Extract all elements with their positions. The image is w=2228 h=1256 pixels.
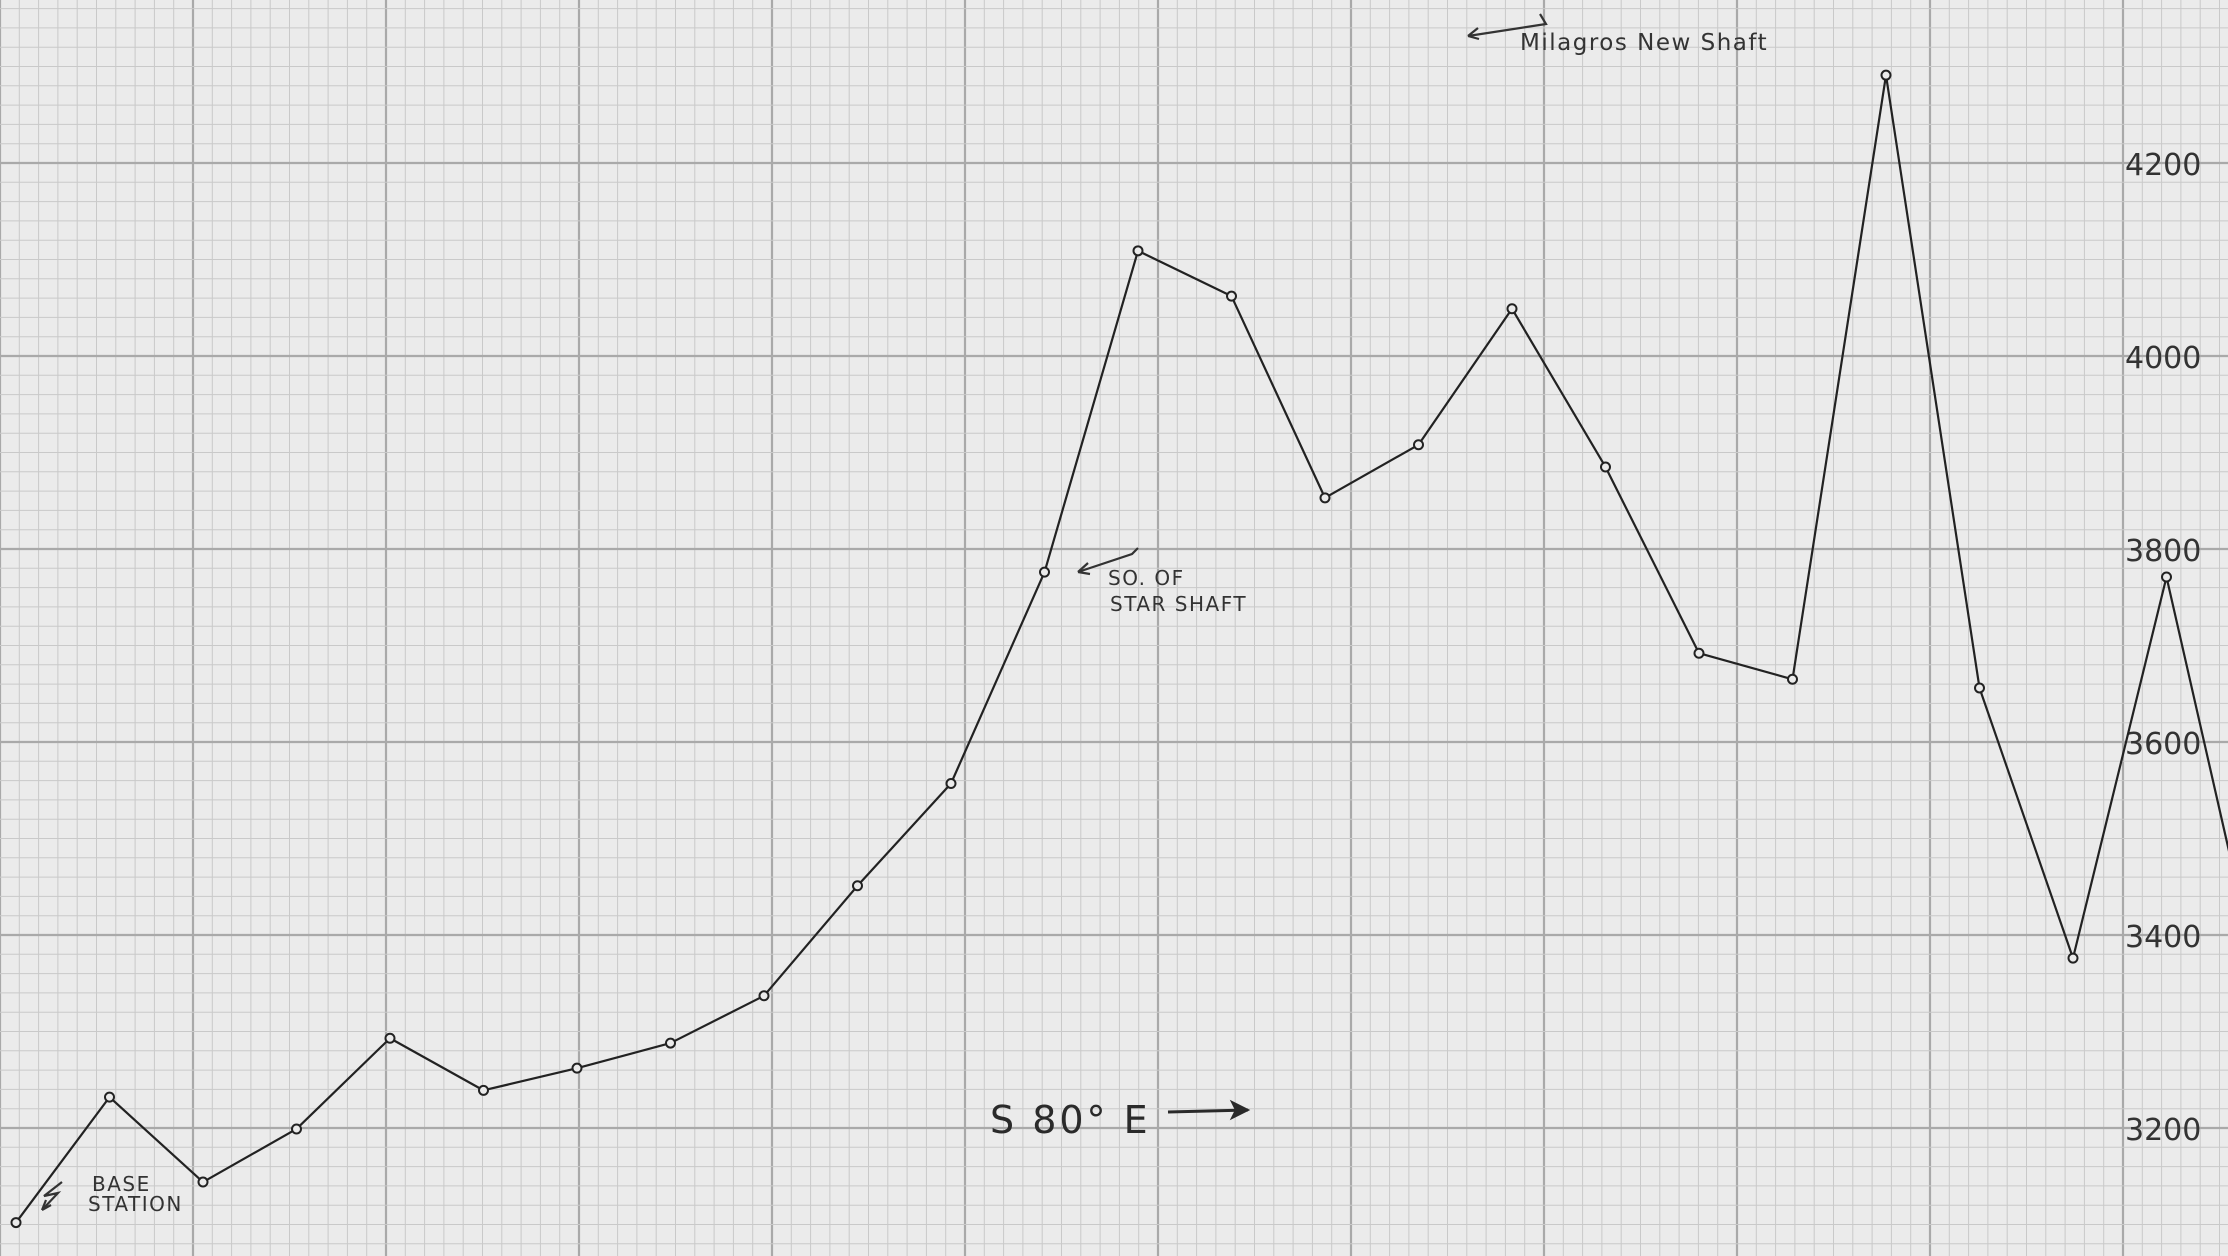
y-tick-label: 3400 [2125, 920, 2201, 955]
y-tick-label: 3600 [2125, 727, 2201, 762]
data-point [665, 1037, 676, 1049]
data-point [384, 1032, 396, 1044]
star-shaft-label-2: Star Shaft [1110, 592, 1247, 616]
y-axis-ticks: 3200 3400 3600 3800 4000 4200 [2125, 148, 2201, 1148]
data-point [478, 1084, 489, 1096]
data-point [758, 990, 770, 1002]
base-station-annotation: Base Station [40, 1172, 183, 1216]
data-point [1506, 303, 1518, 315]
data-point [571, 1062, 583, 1074]
star-shaft-annotation: So. of Star Shaft [1077, 547, 1247, 616]
data-point [1132, 245, 1144, 257]
base-station-label-1: Base [92, 1172, 151, 1196]
data-point [1319, 492, 1331, 504]
star-shaft-label-1: So. of [1108, 566, 1185, 590]
data-point [10, 1217, 22, 1229]
data-point [1413, 439, 1424, 451]
bearing-annotation: S 80° E [990, 1098, 1251, 1142]
data-point [104, 1091, 115, 1103]
y-tick-label: 4200 [2125, 148, 2201, 183]
data-point [1039, 566, 1050, 578]
data-point [852, 880, 863, 892]
y-tick-label: 3800 [2125, 534, 2201, 569]
y-tick-label: 3200 [2125, 1113, 2201, 1148]
data-point [2161, 571, 2172, 583]
milagros-new-shaft-label: Milagros New Shaft [1520, 30, 1768, 56]
milagros-annotation: Milagros New Shaft [1467, 13, 1768, 56]
bearing-label: S 80° E [990, 1098, 1151, 1142]
data-point [197, 1176, 209, 1188]
data-point [2067, 952, 2079, 964]
data-point [1787, 673, 1798, 685]
data-point [1693, 647, 1705, 659]
data-point [1974, 682, 1985, 694]
data-point [291, 1123, 302, 1135]
data-point [1600, 461, 1611, 473]
data-point [1226, 290, 1237, 302]
data-point [1880, 69, 1892, 81]
base-station-label-2: Station [88, 1192, 183, 1216]
data-point [945, 777, 957, 789]
elevation-series [10, 69, 2228, 1229]
y-tick-label: 4000 [2125, 341, 2201, 376]
